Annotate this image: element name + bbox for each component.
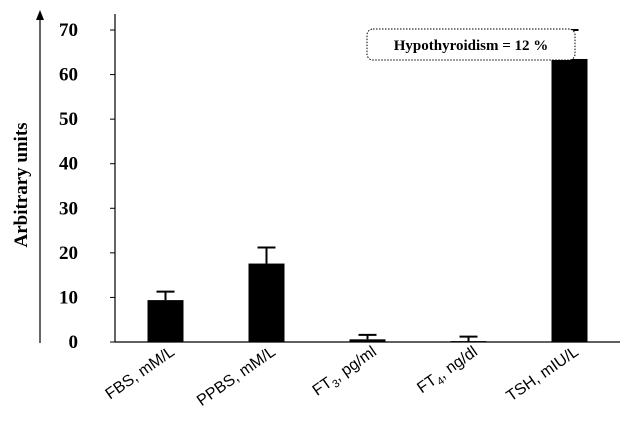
x-tick-label: FBS, mM/L xyxy=(102,343,177,403)
y-ticks: 0 10 20 30 40 50 60 70 xyxy=(59,20,115,353)
x-tick-label-part: FT xyxy=(414,372,440,397)
bar xyxy=(450,341,487,342)
x-tick-label-subscript: 3 xyxy=(330,377,342,390)
y-tick-label: 60 xyxy=(59,65,78,86)
y-tick-label: 10 xyxy=(59,287,78,308)
y-tick-label: 70 xyxy=(59,20,78,41)
bar xyxy=(248,263,285,342)
x-tick-label-part: , ng/dl xyxy=(435,343,480,382)
bar xyxy=(147,300,184,342)
y-axis-label: Arbitrary units xyxy=(11,122,32,247)
x-tick-label-part: , pg/ml xyxy=(331,343,380,384)
y-tick-label: 0 xyxy=(69,332,79,353)
y-tick-label: 50 xyxy=(59,109,78,130)
x-tick-label-subscript: 4 xyxy=(435,375,447,388)
y-tick-label: 40 xyxy=(59,154,78,175)
annotation-text: Hypothyroidism = 12 % xyxy=(394,38,549,54)
x-tick-label-part: FT xyxy=(310,374,336,399)
x-tick-labels: FBS, mM/L PPBS, mM/L FT3, pg/ml FT4, ng/dl T… xyxy=(102,343,581,410)
bar xyxy=(551,58,588,342)
x-tick-label: PPBS, mM/L xyxy=(194,343,279,410)
y-axis-arrowhead xyxy=(36,10,44,20)
annotation-box xyxy=(366,28,576,61)
x-tick-label: FT3, pg/ml xyxy=(310,343,382,402)
y-tick-label: 20 xyxy=(59,243,78,264)
x-tick-label: TSH, mIU/L xyxy=(504,343,582,405)
bar xyxy=(349,339,386,342)
y-tick-label: 30 xyxy=(59,198,78,219)
x-tick-label: FT4, ng/dl xyxy=(414,343,482,399)
bars xyxy=(147,29,588,342)
